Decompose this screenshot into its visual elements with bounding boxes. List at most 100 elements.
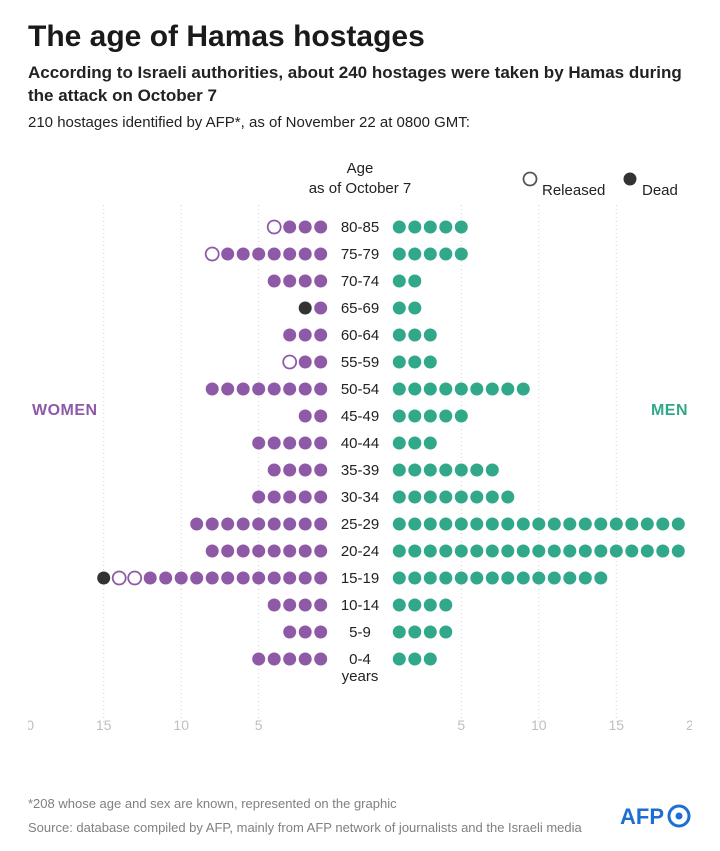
dot-men: [439, 382, 452, 395]
dot-men: [393, 571, 406, 584]
dot-men: [501, 490, 514, 503]
dot-men: [672, 544, 685, 557]
dot-women: [314, 220, 327, 233]
dot-women: [159, 571, 172, 584]
dot-men: [548, 571, 561, 584]
dot-men: [439, 220, 452, 233]
dot-men: [439, 517, 452, 530]
page: The age of Hamas hostages According to I…: [0, 0, 720, 851]
age-bracket-label: 20-24: [341, 543, 379, 560]
age-bracket-label: 60-64: [341, 327, 379, 344]
dot-women: [252, 571, 265, 584]
dot-women: [268, 463, 281, 476]
dot-men: [424, 544, 437, 557]
dot-women: [314, 652, 327, 665]
dot-men: [501, 382, 514, 395]
dot-men: [408, 274, 421, 287]
dot-women: [221, 247, 234, 260]
dot-women: [237, 544, 250, 557]
x-tick-men: 10: [531, 717, 547, 733]
dot-men: [672, 517, 685, 530]
dot-men: [393, 625, 406, 638]
dot-men: [424, 517, 437, 530]
dot-women: [268, 544, 281, 557]
dot-women: [299, 220, 312, 233]
dot-men: [470, 571, 483, 584]
dot-men: [393, 220, 406, 233]
dot-women: [299, 652, 312, 665]
dot-men: [393, 355, 406, 368]
dot-women: [268, 598, 281, 611]
dot-women: [314, 463, 327, 476]
dot-men: [501, 544, 514, 557]
dot-men: [424, 355, 437, 368]
dot-men: [455, 247, 468, 260]
dot-men: [439, 463, 452, 476]
dot-men: [424, 247, 437, 260]
dot-men: [393, 598, 406, 611]
legend-dead-icon: [624, 172, 637, 185]
dot-women: [299, 463, 312, 476]
dot-men: [532, 517, 545, 530]
dot-men: [532, 544, 545, 557]
dot-men: [579, 571, 592, 584]
dot-men: [594, 544, 607, 557]
dot-women: [144, 571, 157, 584]
dot-men: [501, 517, 514, 530]
x-tick-women: 15: [96, 717, 112, 733]
dot-women: [283, 436, 296, 449]
dot-men: [563, 517, 576, 530]
age-bracket-label: 40-44: [341, 435, 379, 452]
dot-women: [314, 301, 327, 314]
dot-men: [393, 544, 406, 557]
dot-women: [283, 625, 296, 638]
dot-men: [439, 409, 452, 422]
dot-women: [268, 571, 281, 584]
dot-men: [455, 382, 468, 395]
dot-men: [408, 220, 421, 233]
dot-men: [455, 490, 468, 503]
dot-men: [594, 571, 607, 584]
dot-men: [408, 436, 421, 449]
dot-men: [594, 517, 607, 530]
dot-men: [393, 517, 406, 530]
dot-women: [206, 382, 219, 395]
dot-women: [206, 247, 219, 260]
dot-women: [268, 436, 281, 449]
dot-men: [439, 247, 452, 260]
dot-women: [237, 382, 250, 395]
age-bracket-label: 80-85: [341, 219, 379, 236]
dot-women: [252, 490, 265, 503]
dot-men: [470, 382, 483, 395]
dot-women: [283, 463, 296, 476]
x-tick-men: 15: [609, 717, 625, 733]
dot-men: [408, 490, 421, 503]
dot-women: [314, 274, 327, 287]
dot-men: [393, 652, 406, 665]
dot-women: [283, 517, 296, 530]
dot-men: [517, 544, 530, 557]
dot-women: [314, 544, 327, 557]
dot-men: [517, 571, 530, 584]
dot-women: [268, 220, 281, 233]
dot-men: [393, 436, 406, 449]
dot-women: [113, 571, 126, 584]
dot-men: [408, 247, 421, 260]
dot-men: [424, 652, 437, 665]
women-label: WOMEN: [32, 402, 98, 419]
dot-men: [641, 544, 654, 557]
dot-women: [314, 436, 327, 449]
dot-men: [470, 544, 483, 557]
dot-men: [393, 247, 406, 260]
dot-women: [314, 247, 327, 260]
dot-women: [299, 571, 312, 584]
dot-women: [283, 355, 296, 368]
dot-men: [656, 544, 669, 557]
dot-men: [486, 544, 499, 557]
dot-women: [237, 247, 250, 260]
dot-women: [314, 355, 327, 368]
dot-men: [408, 544, 421, 557]
dot-women: [299, 328, 312, 341]
dot-women: [221, 571, 234, 584]
dot-women: [221, 382, 234, 395]
